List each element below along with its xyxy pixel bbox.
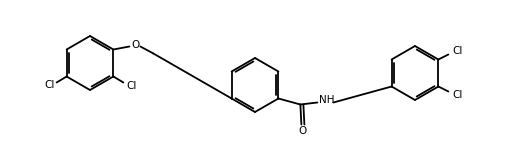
Text: O: O [298,127,306,136]
Text: Cl: Cl [451,47,462,56]
Text: Cl: Cl [44,80,54,91]
Text: Cl: Cl [126,80,136,91]
Text: O: O [131,41,139,50]
Text: NH: NH [318,95,333,104]
Text: Cl: Cl [451,90,462,99]
